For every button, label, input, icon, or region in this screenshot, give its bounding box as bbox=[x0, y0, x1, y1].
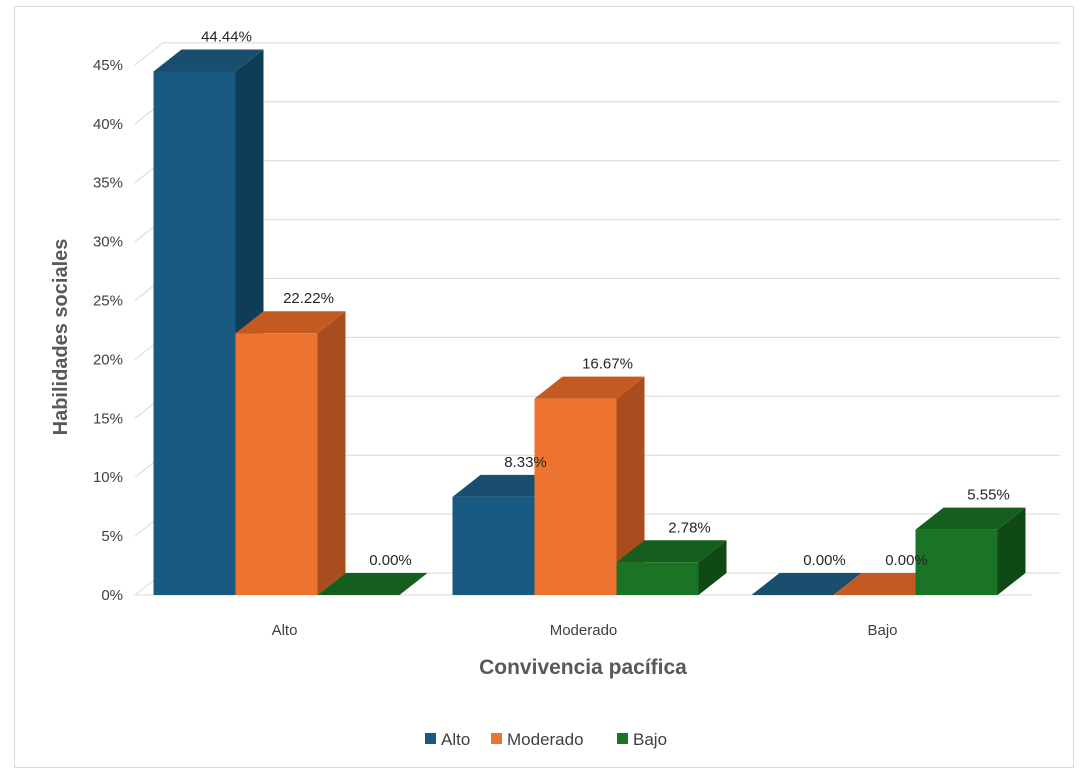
bar bbox=[235, 333, 318, 595]
data-label: 22.22% bbox=[283, 290, 334, 307]
y-tick-label: 0% bbox=[101, 587, 123, 604]
legend-label: Moderado bbox=[507, 730, 584, 749]
y-tick-label: 15% bbox=[93, 410, 123, 427]
bar bbox=[534, 398, 617, 595]
bar-side bbox=[616, 376, 645, 595]
data-label: 0.00% bbox=[369, 552, 412, 569]
gridline-diagonal bbox=[134, 42, 164, 66]
y-tick-label: 5% bbox=[101, 528, 123, 545]
legend-swatch bbox=[425, 733, 436, 744]
y-tick-label: 40% bbox=[93, 116, 123, 133]
legend-swatch bbox=[617, 733, 628, 744]
y-tick-label: 10% bbox=[93, 469, 123, 486]
legend: Alto Moderado Bajo bbox=[425, 730, 667, 749]
category-labels: Alto Moderado Bajo bbox=[272, 622, 898, 639]
bar-top bbox=[534, 376, 645, 399]
data-labels: 44.44% 22.22% 0.00% 8.33% 16.67% 2.78% 0.00% 0.… bbox=[201, 28, 1010, 569]
data-label: 2.78% bbox=[668, 519, 711, 536]
y-tick-label: 35% bbox=[93, 175, 123, 192]
chart-frame: 0% 5% 10% 15% 20% 25% 30% 35% 40% 45% 44.44% 22.22… bbox=[14, 6, 1074, 768]
chart-svg: 0% 5% 10% 15% 20% 25% 30% 35% 40% 45% 44.44% 22.22… bbox=[50, 28, 1060, 749]
bar-side bbox=[997, 507, 1026, 595]
bar bbox=[153, 71, 236, 595]
bar-side bbox=[317, 311, 346, 595]
data-label: 5.55% bbox=[967, 487, 1010, 504]
y-axis-title: Habilidades sociales bbox=[50, 239, 72, 436]
bar bbox=[452, 496, 535, 595]
data-label: 0.00% bbox=[885, 552, 928, 569]
data-label: 16.67% bbox=[582, 356, 633, 373]
x-tick-label: Bajo bbox=[867, 622, 897, 639]
y-tick-label: 45% bbox=[93, 57, 123, 74]
bar-top bbox=[751, 573, 862, 595]
bar bbox=[616, 562, 699, 595]
bar-top bbox=[915, 507, 1026, 530]
x-axis-title: Convivencia pacífica bbox=[479, 656, 687, 679]
legend-label: Bajo bbox=[633, 730, 667, 749]
bar-side bbox=[698, 540, 727, 595]
bar-top bbox=[235, 311, 346, 334]
bar-top bbox=[153, 49, 264, 72]
x-tick-label: Alto bbox=[272, 622, 298, 639]
bar-top bbox=[616, 540, 727, 563]
y-tick-label: 20% bbox=[93, 351, 123, 368]
y-tick-label: 25% bbox=[93, 293, 123, 310]
data-label: 8.33% bbox=[504, 454, 547, 471]
x-tick-label: Moderado bbox=[550, 622, 618, 639]
y-tick-label: 30% bbox=[93, 234, 123, 251]
legend-label: Alto bbox=[441, 730, 470, 749]
data-label: 0.00% bbox=[803, 552, 846, 569]
bars bbox=[153, 49, 1026, 595]
y-tick-labels: 0% 5% 10% 15% 20% 25% 30% 35% 40% 45% bbox=[93, 57, 123, 604]
data-label: 44.44% bbox=[201, 28, 252, 45]
bar-top bbox=[317, 573, 428, 595]
bar bbox=[915, 529, 998, 595]
legend-swatch bbox=[491, 733, 502, 744]
